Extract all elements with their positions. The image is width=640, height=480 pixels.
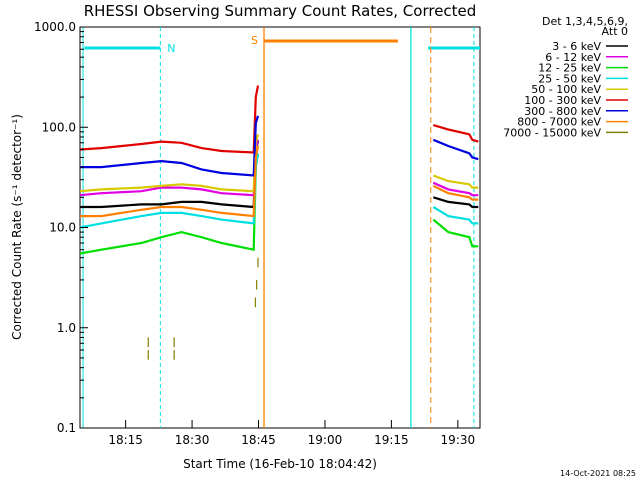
x-tick-label-3: 19:00 — [308, 433, 343, 447]
legend-label-0: 3 - 6 keV — [552, 40, 601, 53]
series-3-line-b — [432, 206, 479, 225]
y-tick-label-2: 10.0 — [49, 221, 76, 235]
chart-title: RHESSI Observing Summary Count Rates, Co… — [84, 2, 477, 20]
series-5-line-a — [79, 85, 260, 154]
annotation-n: N — [167, 42, 175, 55]
x-tick-label-0: 18:15 — [108, 433, 143, 447]
x-tick-label-4: 19:15 — [374, 433, 409, 447]
x-tick-label-2: 18:45 — [241, 433, 276, 447]
plot-frame — [79, 26, 481, 429]
series-6 — [80, 115, 479, 177]
legend-label-7: 800 - 7000 keV — [517, 116, 601, 129]
legend-label-6: 300 - 800 keV — [524, 105, 601, 118]
series-8 — [147, 257, 259, 360]
series-5 — [79, 85, 479, 154]
series-7-line-b — [432, 184, 479, 201]
svg-text:Corrected Count Rate (s⁻¹ dete: Corrected Count Rate (s⁻¹ detector⁻¹) — [10, 114, 24, 340]
legend-header-0: Det 1,3,4,5,6,9, — [542, 15, 628, 28]
legend-label-1: 6 - 12 keV — [545, 51, 601, 64]
x-axis: 18:15 18:30 18:45 19:00 19:15 19:30 — [108, 420, 475, 447]
series-1-line-b — [432, 181, 479, 197]
legend-header-1: Att 0 — [602, 25, 628, 38]
y-axis: 1000.0 100.0 10.0 1.0 0.1 — [34, 20, 88, 435]
annotation-s: S — [251, 34, 258, 47]
x-tick-label-5: 19:30 — [441, 433, 476, 447]
series-7-line-a — [80, 145, 260, 218]
legend-label-3: 25 - 50 keV — [538, 72, 601, 85]
legend-label-4: 50 - 100 keV — [531, 83, 601, 96]
series-4-line-b — [432, 174, 479, 189]
legend-label-2: 12 - 25 keV — [538, 62, 601, 75]
series-6-line-b — [432, 138, 479, 161]
y-axis-label: Corrected Count Rate (s⁻¹ detector⁻¹) — [10, 114, 24, 340]
series-7 — [80, 145, 479, 218]
series-6-line-a — [80, 115, 260, 177]
series-5-line-b — [432, 124, 479, 143]
y-tick-label-1: 100.0 — [42, 120, 76, 134]
plot-area: NS — [79, 26, 481, 429]
y-tick-label-3: 1.0 — [57, 321, 76, 335]
legend-label-8: 7000 - 15000 keV — [503, 126, 601, 139]
x-axis-label: Start Time (16-Feb-10 18:04:42) — [183, 457, 377, 471]
series-0-line-b — [432, 196, 479, 209]
series-0 — [80, 141, 479, 209]
legend-label-5: 100 - 300 keV — [524, 94, 601, 107]
y-tick-label-0: 1000.0 — [34, 20, 76, 34]
series-2 — [79, 153, 479, 255]
x-tick-label-1: 18:30 — [175, 433, 210, 447]
y-tick-label-4: 0.1 — [57, 421, 76, 435]
footer-timestamp: 14-Oct-2021 08:25 — [560, 469, 636, 478]
series-2-line-b — [432, 218, 479, 248]
